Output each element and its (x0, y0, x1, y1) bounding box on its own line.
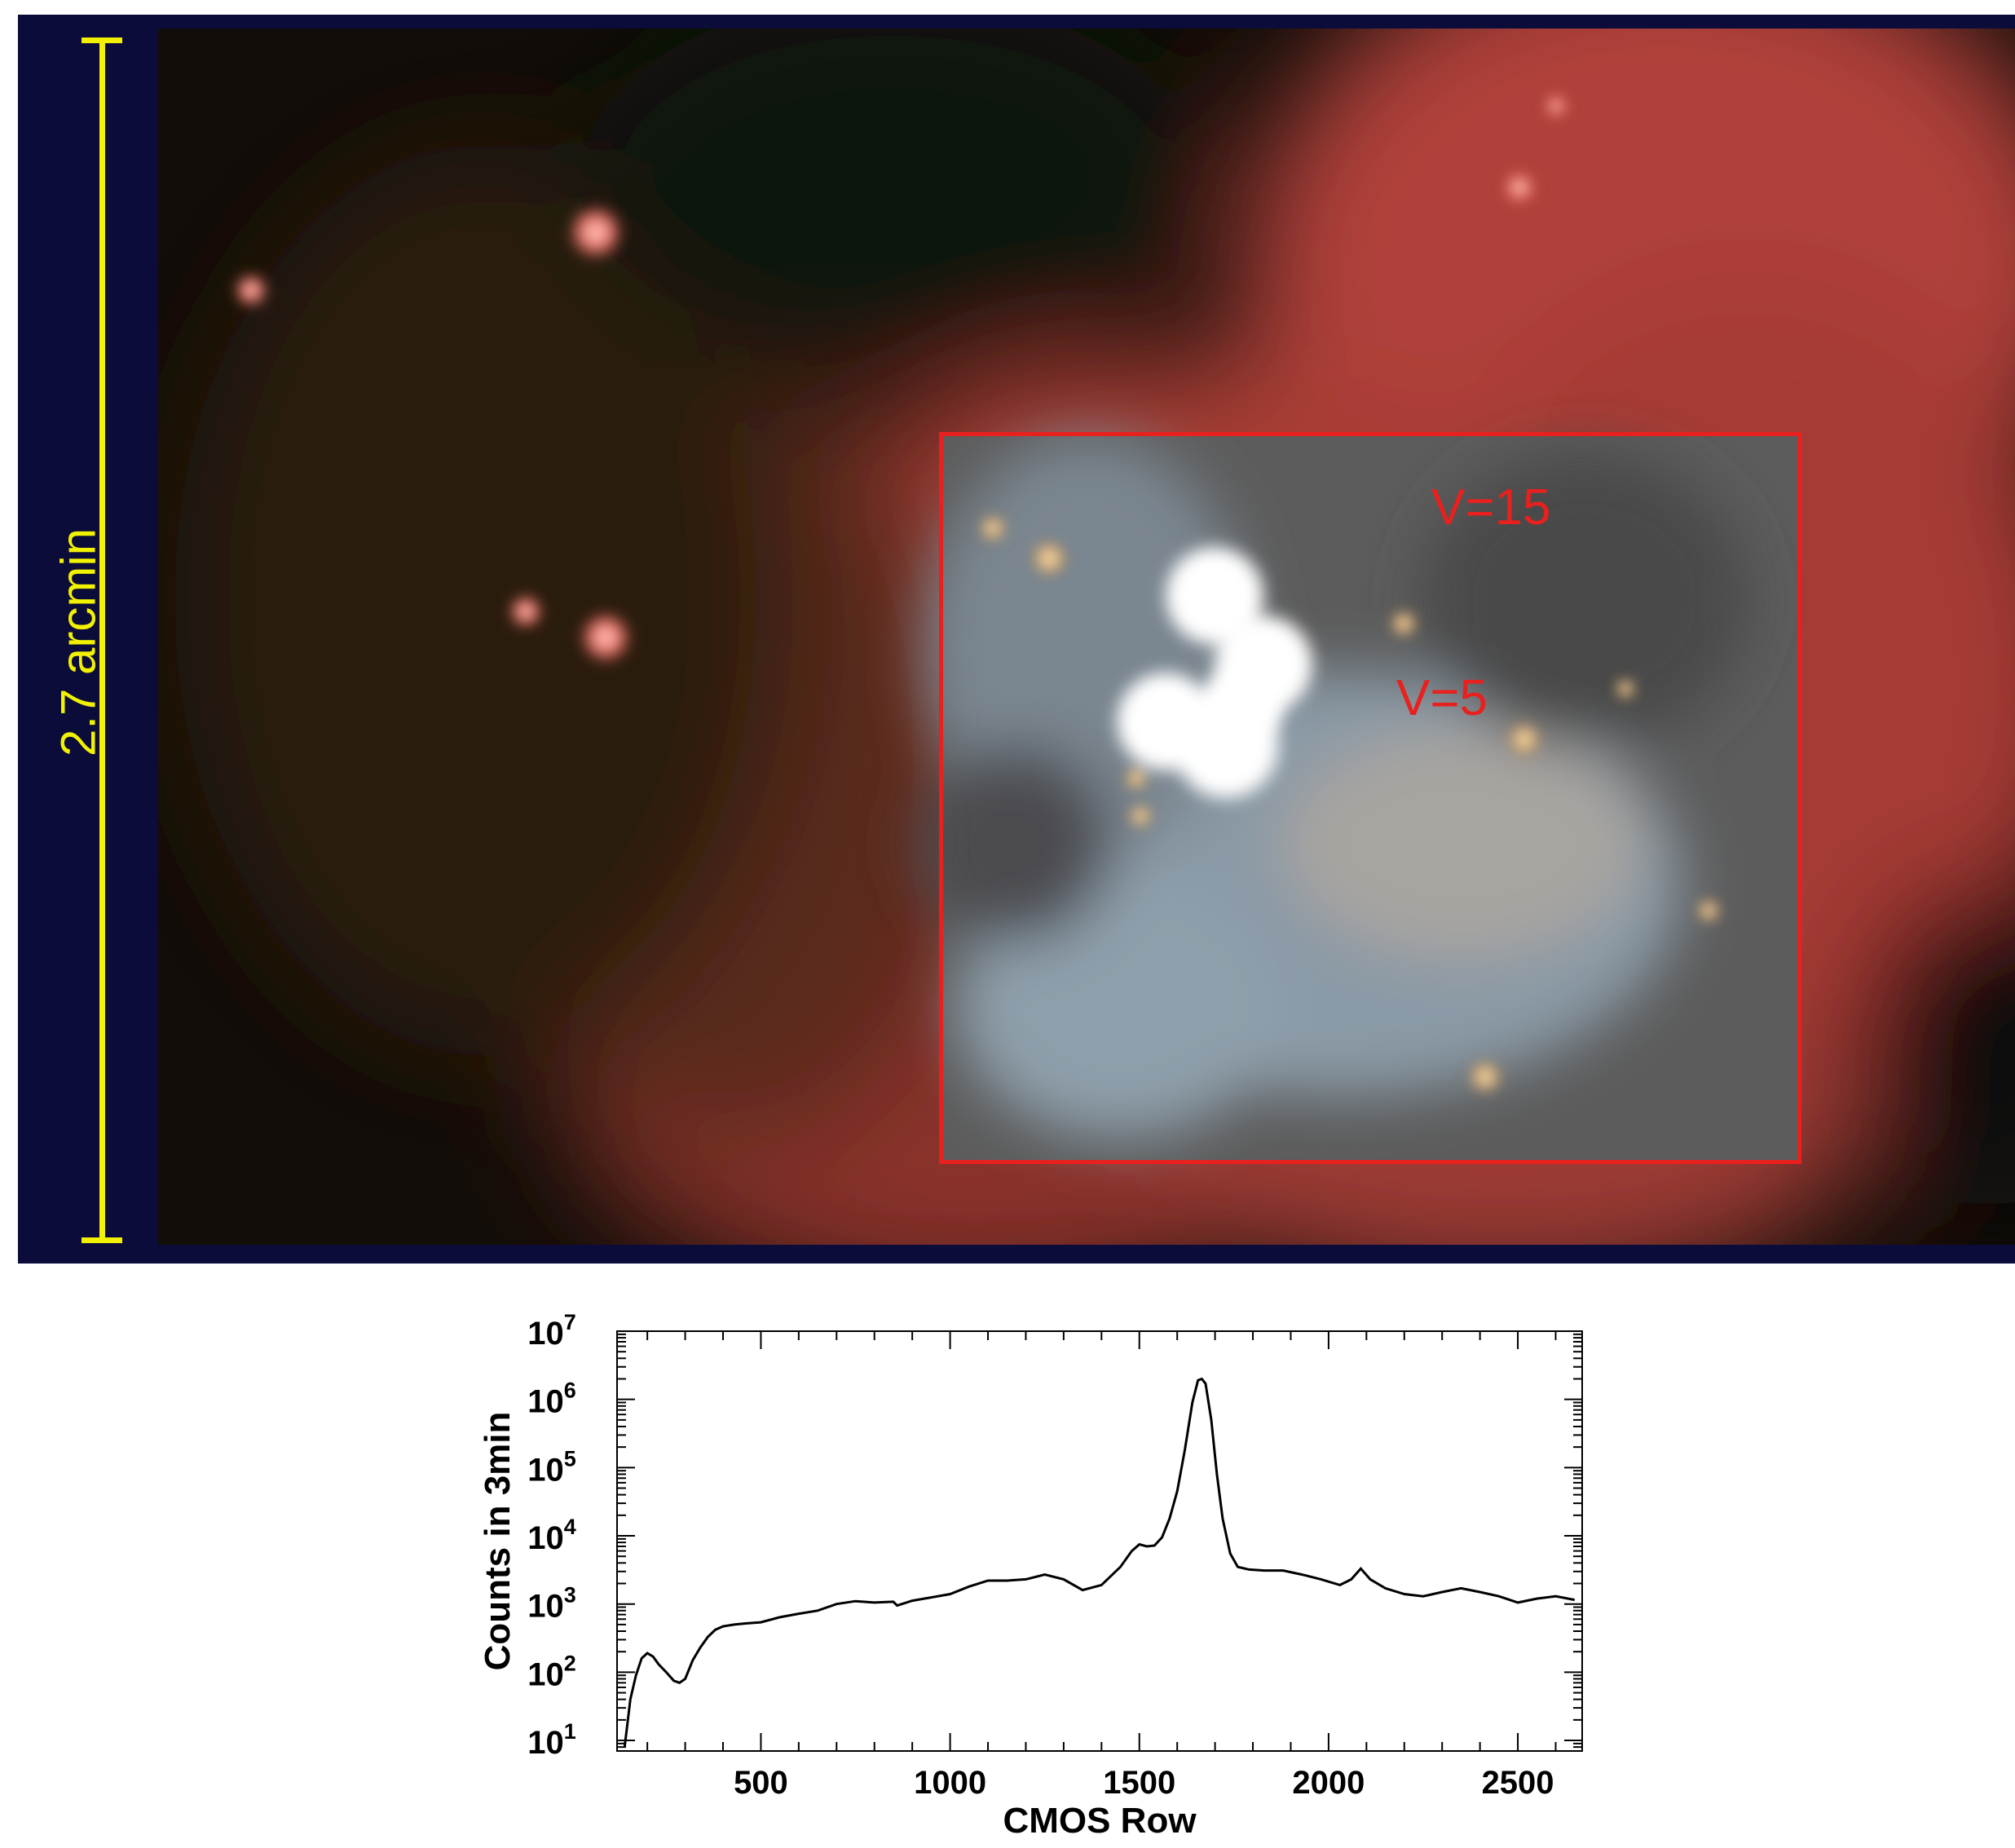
top-border-strip (158, 15, 2015, 29)
y-tick-label: 101 (527, 1719, 576, 1761)
series-line (623, 1377, 1575, 1748)
plot-frame (616, 1330, 1583, 1752)
nebula-field: V=15 V=5 (158, 29, 2015, 1245)
scale-bar-cap-top (82, 37, 122, 43)
y-tick-labels: 101 102 103 104 105 106 107 (527, 1310, 576, 1761)
scale-label: 2.7 arcmin (51, 527, 106, 757)
y-tick-label: 103 (527, 1583, 576, 1625)
x-tick-label: 500 (734, 1765, 788, 1801)
scale-bar (99, 39, 105, 1241)
x-tick-label: 2500 (1482, 1765, 1554, 1801)
x-tick-label: 1500 (1103, 1765, 1175, 1801)
scale-bar-cap-bottom (82, 1237, 122, 1243)
nebula-picture (158, 29, 2015, 1245)
nebula-image-panel: 2.7 arcmin (18, 15, 2015, 1264)
y-tick-label: 106 (527, 1378, 576, 1420)
bottom-border-strip (158, 1245, 2015, 1264)
x-tick-label: 2000 (1292, 1765, 1365, 1801)
x-tick-labels: 500 1000 1500 2000 2500 (734, 1765, 1554, 1801)
y-tick-label: 104 (527, 1515, 576, 1556)
y-tick-label: 102 (527, 1651, 576, 1692)
plot-ticks (617, 1330, 1582, 1752)
x-tick-label: 1000 (914, 1765, 986, 1801)
roi-box (939, 432, 1801, 1164)
counts-vs-row-plot: 101 102 103 104 105 106 107 500 1000 1500 2000 250… (456, 1296, 1598, 1848)
scale-strip: 2.7 arcmin (18, 15, 158, 1264)
x-axis-title: CMOS Row (1003, 1801, 1197, 1841)
magnitude-label-faint: V=15 (1431, 479, 1551, 536)
y-tick-label: 107 (527, 1310, 576, 1352)
magnitude-label-bright: V=5 (1396, 670, 1488, 726)
y-tick-label: 105 (527, 1446, 576, 1488)
y-axis-title: Counts in 3min (478, 1412, 518, 1671)
plot-svg: 101 102 103 104 105 106 107 500 1000 1500 2000 250… (478, 1310, 1583, 1841)
